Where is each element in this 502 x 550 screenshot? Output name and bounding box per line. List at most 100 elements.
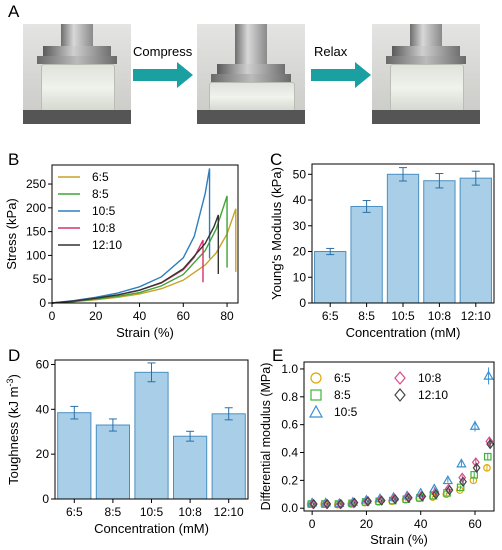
x-axis-title-c: Concentration (mM) bbox=[346, 325, 461, 340]
category-label-12:10: 12:10 bbox=[461, 309, 491, 323]
data-point-8:5 bbox=[470, 470, 479, 479]
data-point-12:10 bbox=[431, 489, 440, 500]
y-axis-d-tick-label: 60 bbox=[36, 357, 50, 371]
y-axis-b-tick-label: 0 bbox=[39, 296, 46, 310]
stress-curve-8:5 bbox=[51, 195, 228, 304]
y-axis-d-tick-label: 40 bbox=[36, 402, 50, 416]
differential-modulus-chart: 0.0 0.2 0.4 0.6 0.8 1.0 0 20 40 60 Strain (%) Diffe… bbox=[259, 361, 495, 547]
x-axis-b-tick-label: 60 bbox=[177, 309, 191, 323]
data-point-12:10 bbox=[309, 498, 318, 510]
y-axis-title-e: Differential modulus (MPa) bbox=[259, 363, 273, 511]
y-axis-b-tick-label: 200 bbox=[26, 201, 46, 215]
x-axis-b-tick-label: 20 bbox=[89, 309, 103, 323]
category-label-6:5: 6:5 bbox=[322, 309, 339, 323]
relax-arrow bbox=[311, 62, 371, 88]
y-axis-e-tick-label: 1.0 bbox=[281, 362, 298, 376]
y-axis-c-tick-label: 0 bbox=[299, 296, 306, 310]
data-point-12:10 bbox=[323, 498, 332, 510]
relax-label: Relax bbox=[314, 44, 348, 59]
photo-compressed-gel bbox=[197, 24, 305, 124]
legend-label-10:8: 10:8 bbox=[418, 371, 442, 385]
legend-label-8:5: 8:5 bbox=[92, 187, 109, 201]
x-axis-e-tick-label: 0 bbox=[309, 517, 316, 531]
data-point-10:5 bbox=[469, 420, 481, 430]
data-point-8:5 bbox=[456, 483, 465, 492]
panel-d-letter: D bbox=[8, 346, 21, 365]
bar-6:5 bbox=[314, 251, 347, 304]
y-axis-e-tick-label: 0.8 bbox=[281, 390, 298, 404]
y-axis-title-d-sup: -3 bbox=[5, 379, 15, 387]
youngs-modulus-chart: 6:5 8:5 10:5 10:8 12:10 0 10 20 30 40 50 Concentrat… bbox=[269, 163, 495, 340]
data-point-12:10 bbox=[486, 438, 495, 450]
y-axis-e-tick-label: 0.4 bbox=[281, 446, 298, 460]
x-axis-title-e: Strain (%) bbox=[370, 532, 428, 547]
data-point-6:5 bbox=[483, 464, 491, 472]
legend-marker-10:5 bbox=[308, 404, 324, 418]
y-axis-c-tick-label: 50 bbox=[293, 167, 307, 181]
y-axis-c-tick-label: 40 bbox=[293, 193, 307, 207]
x-axis-title-d: Concentration (mM) bbox=[94, 521, 209, 536]
data-point-10:5 bbox=[456, 458, 467, 468]
y-axis-c-tick-label: 10 bbox=[293, 270, 307, 284]
x-axis-b-tick-label: 80 bbox=[220, 309, 234, 323]
y-axis-b-tick-label: 150 bbox=[26, 225, 46, 239]
legend-label-12:10: 12:10 bbox=[92, 238, 122, 252]
legend-label-10:8: 10:8 bbox=[92, 221, 116, 235]
photo-initial-gel bbox=[23, 24, 131, 124]
legend-marker-12:10 bbox=[394, 388, 406, 402]
legend-label-10:5: 10:5 bbox=[334, 405, 358, 419]
data-point-6:5 bbox=[469, 476, 478, 485]
panel-a-letter: A bbox=[8, 2, 20, 21]
legend-label-12:10: 12:10 bbox=[418, 388, 448, 402]
stress-curve-10:8 bbox=[51, 239, 204, 304]
photo-relaxed-gel bbox=[372, 24, 480, 124]
y-axis-e-tick-label: 0.0 bbox=[281, 501, 298, 515]
bar-8:5 bbox=[95, 424, 130, 500]
x-axis-title-b: Strain (%) bbox=[116, 325, 174, 340]
bar-12:10 bbox=[459, 177, 492, 304]
category-label-10:5: 10:5 bbox=[140, 505, 164, 519]
y-axis-b-tick-label: 250 bbox=[26, 177, 46, 191]
stress-strain-chart: 0 50 100 150 200 250 0 20 40 60 80 Strain (%) Stress… bbox=[4, 164, 239, 340]
compress-arrow bbox=[133, 62, 193, 88]
y-axis-title-d-main: Toughness (kJ m bbox=[6, 387, 21, 485]
legend-marker-8:5 bbox=[310, 389, 322, 401]
legend-label-6:5: 6:5 bbox=[334, 371, 351, 385]
x-axis-b-tick-label: 40 bbox=[133, 309, 147, 323]
bar-10:5 bbox=[386, 173, 420, 304]
plot-frame-b bbox=[51, 164, 239, 304]
y-axis-c-tick-label: 20 bbox=[293, 245, 307, 259]
y-axis-b-tick-label: 100 bbox=[26, 248, 46, 262]
data-point-12:10 bbox=[418, 491, 427, 502]
x-axis-e-tick-label: 60 bbox=[468, 517, 482, 531]
bar-10:8 bbox=[173, 435, 208, 500]
y-axis-b-tick-label: 50 bbox=[33, 272, 47, 286]
data-point-12:10 bbox=[459, 476, 467, 487]
plot-frame-c bbox=[311, 163, 495, 304]
data-point-12:10 bbox=[472, 462, 481, 474]
data-point-10:8 bbox=[308, 498, 317, 510]
y-axis-e-tick-label: 0.2 bbox=[281, 473, 298, 487]
x-axis-e-tick-label: 40 bbox=[414, 517, 428, 531]
data-point-10:8 bbox=[471, 457, 480, 468]
bar-10:8 bbox=[423, 180, 456, 304]
category-label-8:5: 8:5 bbox=[358, 309, 375, 323]
data-point-10:8 bbox=[458, 472, 467, 483]
category-label-6:5: 6:5 bbox=[66, 505, 83, 519]
category-label-12:10: 12:10 bbox=[214, 505, 244, 519]
legend-marker-10:8 bbox=[394, 371, 406, 385]
bar-12:10 bbox=[211, 413, 246, 500]
plot-frame-d bbox=[54, 359, 249, 500]
x-axis-b-tick-label: 0 bbox=[49, 309, 56, 323]
y-axis-title-c: Young's Modulus (kPa) bbox=[269, 167, 284, 300]
category-label-10:5: 10:5 bbox=[391, 309, 415, 323]
data-point-10:8 bbox=[322, 498, 331, 510]
data-point-10:5 bbox=[483, 370, 494, 380]
toughness-chart: 6:5 8:5 10:5 10:8 12:10 0 20 40 60 Concentration … bbox=[5, 357, 249, 536]
x-axis-e-tick-label: 20 bbox=[360, 517, 374, 531]
stress-curve-12:10 bbox=[51, 214, 220, 304]
data-point-12:10 bbox=[445, 484, 454, 496]
y-axis-title-d: Toughness (kJ m-3) bbox=[5, 374, 21, 485]
data-point-10:8 bbox=[336, 498, 345, 510]
legend-label-8:5: 8:5 bbox=[334, 388, 351, 402]
